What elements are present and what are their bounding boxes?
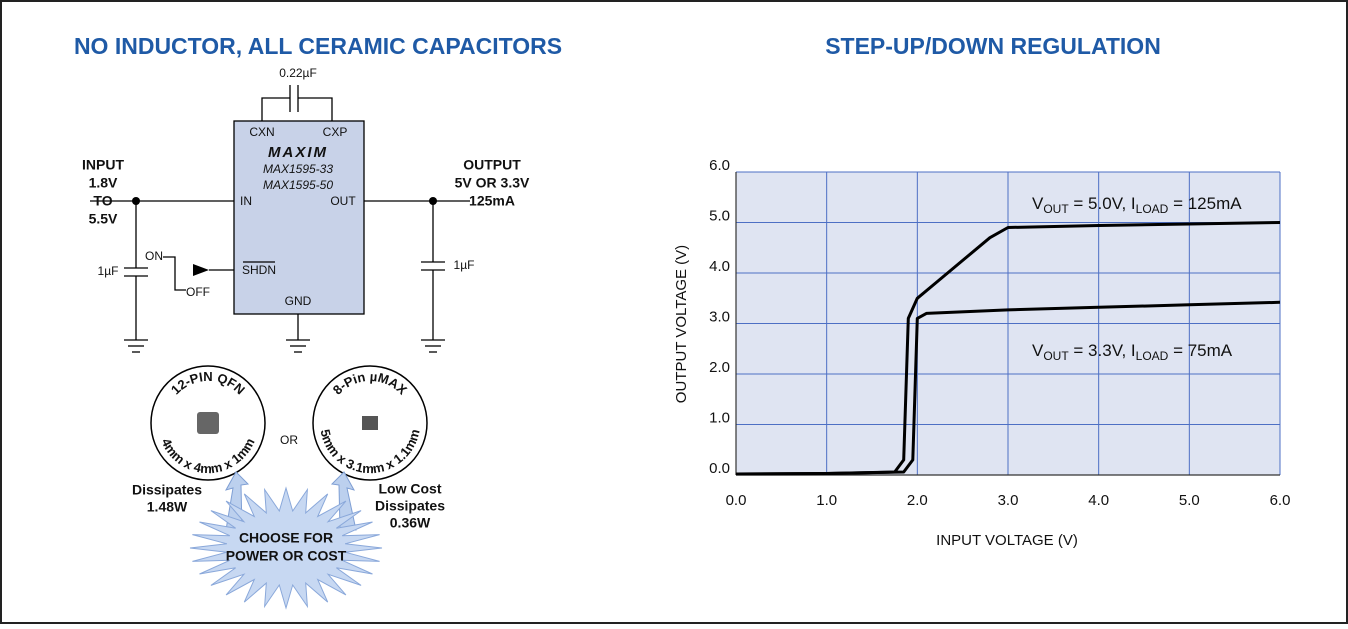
- subscript: LOAD: [1136, 202, 1169, 216]
- annotation: VOUT = 3.3V, ILOAD = 75mA: [1032, 341, 1233, 363]
- switch: [163, 256, 186, 291]
- input-label: 1.8V: [89, 175, 118, 191]
- umax-chip: [362, 416, 378, 430]
- subscript: LOAD: [1136, 349, 1169, 363]
- package-note: Dissipates: [375, 498, 445, 514]
- y-tick-label: 6.0: [709, 157, 730, 174]
- chart-title: STEP-UP/DOWN REGULATION: [825, 33, 1161, 59]
- diagram-title: NO INDUCTOR, ALL CERAMIC CAPACITORS: [74, 33, 562, 59]
- subscript: OUT: [1043, 202, 1069, 216]
- cap-label: 1µF: [98, 264, 119, 278]
- pin-label: SHDN: [242, 263, 276, 277]
- qfn-chip: [197, 412, 219, 434]
- output-label: 125mA: [469, 193, 515, 209]
- pin-label: CXP: [323, 125, 348, 139]
- subscript: OUT: [1043, 349, 1069, 363]
- annotation: VOUT = 5.0V, ILOAD = 125mA: [1032, 194, 1242, 216]
- annotation-text: = 5.0V, I: [1069, 194, 1136, 213]
- annotation-text: = 75mA: [1168, 341, 1232, 360]
- annotation-text: = 3.3V, I: [1069, 341, 1136, 360]
- package-note: Low Cost: [379, 481, 442, 497]
- chip-logo: MAXIM: [268, 144, 328, 161]
- x-tick-label: 6.0: [1270, 492, 1291, 509]
- x-tick-label: 0.0: [726, 492, 747, 509]
- package-note: Dissipates: [132, 482, 202, 498]
- x-tick-label: 4.0: [1088, 492, 1109, 509]
- x-tick-label: 3.0: [998, 492, 1019, 509]
- y-tick-label: 3.0: [709, 308, 730, 325]
- or-label: OR: [280, 433, 298, 447]
- chip: [233, 120, 365, 315]
- output-label: 5V OR 3.3V: [455, 175, 530, 191]
- ground: [124, 339, 148, 353]
- x-tick-label: 2.0: [907, 492, 928, 509]
- part-number: MAX1595-33: [263, 162, 333, 176]
- input-label: TO: [93, 193, 112, 209]
- output-label: OUTPUT: [463, 157, 521, 173]
- part-number: MAX1595-50: [263, 178, 333, 192]
- y-tick-label: 5.0: [709, 207, 730, 224]
- annotation-text: V: [1032, 194, 1044, 213]
- switch-label: ON: [145, 249, 163, 263]
- x-tick-label: 1.0: [816, 492, 837, 509]
- arrow: [193, 264, 209, 276]
- cap-label: 0.22µF: [279, 66, 317, 80]
- pin-label: GND: [285, 294, 312, 308]
- burst-label: POWER OR COST: [226, 548, 347, 564]
- pin-label: CXN: [249, 125, 274, 139]
- y-tick-label: 2.0: [709, 359, 730, 376]
- y-axis-label: OUTPUT VOLTAGE (V): [673, 245, 690, 403]
- x-tick-label: 5.0: [1179, 492, 1200, 509]
- package-note: 1.48W: [147, 499, 188, 515]
- y-tick-label: 4.0: [709, 258, 730, 275]
- burst-label: CHOOSE FOR: [239, 530, 333, 546]
- input-label: INPUT: [82, 157, 124, 173]
- input-label: 5.5V: [89, 211, 118, 227]
- y-tick-label: 0.0: [709, 460, 730, 477]
- cap-label: 1µF: [454, 258, 475, 272]
- x-axis-label: INPUT VOLTAGE (V): [936, 532, 1078, 549]
- burst: [189, 486, 383, 610]
- wire: [261, 97, 290, 121]
- wire: [298, 97, 333, 121]
- pin-label: IN: [240, 194, 252, 208]
- chart: STEP-UP/DOWN REGULATION INPUT VOLTAGE (V…: [673, 33, 1290, 549]
- circuit-diagram: NO INDUCTOR, ALL CERAMIC CAPACITORS 0.22…: [74, 33, 562, 610]
- annotation-text: V: [1032, 341, 1044, 360]
- ground: [286, 339, 310, 353]
- package-note: 0.36W: [390, 515, 431, 531]
- switch-label: OFF: [186, 285, 210, 299]
- line-series: [735, 300, 1281, 476]
- annotation-text: = 125mA: [1168, 194, 1242, 213]
- ground: [421, 339, 445, 353]
- y-tick-label: 1.0: [709, 409, 730, 426]
- pin-label: OUT: [330, 194, 356, 208]
